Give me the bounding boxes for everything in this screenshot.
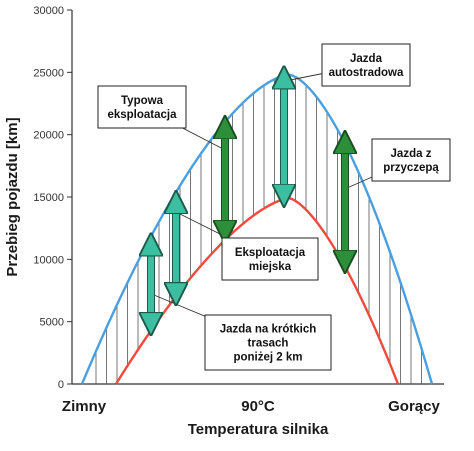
annotation-box: Jazda z przyczepą bbox=[371, 138, 451, 182]
x-tick-label-90c: 90°C bbox=[241, 398, 275, 415]
annotation-box-frame bbox=[221, 237, 319, 281]
annotation-text: Jazda na krótkich bbox=[220, 324, 317, 336]
x-axis-title: Temperatura silnika bbox=[188, 421, 329, 438]
annotation-text: Jazda z bbox=[391, 148, 432, 160]
annotation-text: Typowa bbox=[121, 95, 164, 107]
annotation-text: Jazda bbox=[350, 53, 383, 65]
y-tick-label: 20000 bbox=[33, 130, 64, 142]
annotation-box-frame bbox=[321, 43, 411, 87]
annotation-box-frame bbox=[204, 314, 332, 371]
annotation-box: Jazda na krótkich trasach poniżej 2 km bbox=[204, 314, 332, 371]
y-tick-label: 15000 bbox=[33, 192, 64, 204]
annotation-box-frame bbox=[371, 138, 451, 182]
x-tick-label-hot: Gorący bbox=[388, 398, 440, 415]
annotation-box: Eksploatacja miejska bbox=[221, 237, 319, 281]
annotation-text: eksploatacja bbox=[107, 109, 177, 121]
y-tick-label: 30000 bbox=[33, 5, 64, 17]
annotation-box: Jazda autostradowa bbox=[321, 43, 411, 87]
annotation-text: Eksploatacja bbox=[235, 247, 306, 259]
y-axis-title: Przebieg pojazdu [km] bbox=[4, 117, 21, 276]
y-tick-label: 10000 bbox=[33, 254, 64, 266]
annotation-box: Typowa eksploatacja bbox=[97, 85, 187, 129]
annotation-text: przyczepą bbox=[383, 162, 439, 174]
annotation-text: poniżej 2 km bbox=[233, 352, 302, 364]
annotation-text: autostradowa bbox=[329, 67, 404, 79]
x-tick-label-cold: Zimny bbox=[62, 398, 107, 415]
y-tick-label: 0 bbox=[58, 379, 64, 391]
annotation-box-frame bbox=[97, 85, 187, 129]
annotation-text: trasach bbox=[248, 338, 289, 350]
y-tick-label: 25000 bbox=[33, 67, 64, 79]
y-tick-label: 5000 bbox=[40, 317, 64, 329]
annotation-text: miejska bbox=[249, 261, 292, 273]
red-curve-line bbox=[114, 197, 400, 385]
